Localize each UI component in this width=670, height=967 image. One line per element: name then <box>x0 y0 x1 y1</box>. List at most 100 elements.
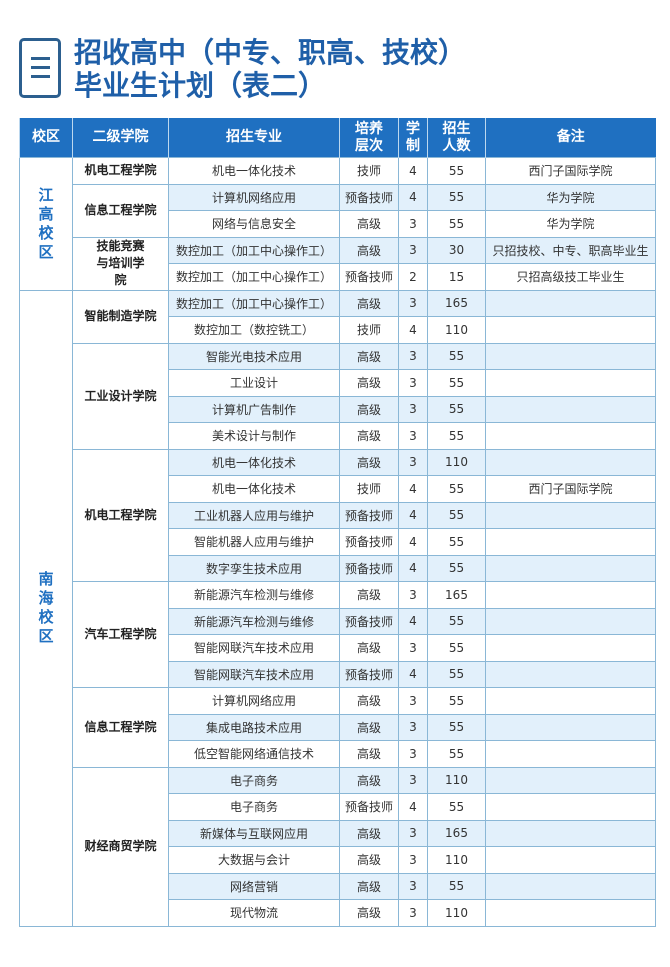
major-cell: 新能源汽车检测与维修 <box>168 581 340 609</box>
level-cell: 高级 <box>339 342 399 370</box>
level-cell: 预备技师 <box>339 660 399 688</box>
table-row: 新能源汽车检测与维修 预备技师 4 55 <box>20 607 656 635</box>
level-cell: 预备技师 <box>339 793 399 821</box>
level-cell: 高级 <box>339 634 399 662</box>
quota-cell: 55 <box>427 872 486 900</box>
table-row: 江高校区 机电工程学院 机电一体化技术 技师 4 55 西门子国际学院 <box>19 157 656 291</box>
quota-cell: 55 <box>427 687 486 715</box>
quota-cell: 55 <box>427 554 486 582</box>
note-cell <box>485 369 656 397</box>
duration-cell: 3 <box>398 819 428 847</box>
duration-cell: 2 <box>398 263 428 291</box>
major-cell: 数控加工（加工中心操作工） <box>168 263 340 291</box>
note-cell: 华为学院 <box>485 210 656 238</box>
note-cell <box>485 342 656 370</box>
note-cell: 西门子国际学院 <box>485 157 656 185</box>
note-cell <box>485 316 656 344</box>
note-cell <box>485 501 656 529</box>
major-cell: 数控加工（加工中心操作工） <box>168 289 340 317</box>
note-cell <box>485 872 656 900</box>
table-row: 网络营销 高级 3 55 <box>20 872 656 900</box>
college-cell: 财经商贸学院 <box>72 766 169 927</box>
table-row: 智能机器人应用与维护 预备技师 4 55 <box>20 528 656 556</box>
duration-cell: 3 <box>398 740 428 768</box>
title-line-1: 招收高中（中专、职高、技校） <box>74 36 467 69</box>
table-row: 现代物流 高级 3 110 <box>20 899 656 927</box>
note-cell <box>485 766 656 794</box>
duration-cell: 3 <box>398 236 428 264</box>
level-cell: 高级 <box>339 448 399 476</box>
level-cell: 高级 <box>339 687 399 715</box>
duration-cell: 3 <box>398 210 428 238</box>
level-cell: 高级 <box>339 395 399 423</box>
college-cell: 信息工程学院 <box>72 183 169 238</box>
major-cell: 机电一体化技术 <box>168 157 340 185</box>
level-cell: 预备技师 <box>339 607 399 635</box>
duration-cell: 4 <box>398 554 428 582</box>
duration-cell: 4 <box>398 528 428 556</box>
note-cell <box>485 793 656 821</box>
column-header: 培养层次 <box>339 118 399 158</box>
major-cell: 智能网联汽车技术应用 <box>168 634 340 662</box>
quota-cell: 55 <box>427 157 486 185</box>
note-cell <box>485 740 656 768</box>
duration-cell: 3 <box>398 899 428 927</box>
quota-cell: 55 <box>427 713 486 741</box>
table-row: 工业设计学院 智能光电技术应用 高级 3 55 <box>20 342 656 450</box>
quota-cell: 110 <box>427 766 486 794</box>
quota-cell: 55 <box>427 740 486 768</box>
duration-cell: 3 <box>398 448 428 476</box>
note-cell <box>485 395 656 423</box>
duration-cell: 3 <box>398 395 428 423</box>
note-cell <box>485 422 656 450</box>
college-cell: 机电工程学院 <box>72 448 169 582</box>
quota-cell: 55 <box>427 501 486 529</box>
quota-cell: 165 <box>427 581 486 609</box>
level-cell: 高级 <box>339 713 399 741</box>
quota-cell: 55 <box>427 475 486 503</box>
college-cell: 机电工程学院 <box>72 157 169 185</box>
quota-cell: 55 <box>427 660 486 688</box>
major-cell: 大数据与会计 <box>168 846 340 874</box>
duration-cell: 3 <box>398 634 428 662</box>
major-cell: 集成电路技术应用 <box>168 713 340 741</box>
note-cell: 华为学院 <box>485 183 656 211</box>
page-title: 招收高中（中专、职高、技校） 毕业生计划（表二） <box>74 36 466 102</box>
enrollment-plan-table: 校区 二级学院 招生专业 培养层次 学制 招生人数 备注 江高校区 机电工程学院 机电一体化技术… <box>19 118 656 927</box>
level-cell: 预备技师 <box>339 554 399 582</box>
table-row: 信息工程学院 计算机网络应用 高级 3 55 <box>20 687 656 768</box>
level-cell: 高级 <box>339 369 399 397</box>
duration-cell: 4 <box>398 157 428 185</box>
note-cell <box>485 899 656 927</box>
college-cell: 汽车工程学院 <box>72 581 169 688</box>
note-cell <box>485 713 656 741</box>
quota-cell: 15 <box>427 263 486 291</box>
note-cell <box>485 819 656 847</box>
college-cell: 信息工程学院 <box>72 687 169 768</box>
quota-cell: 30 <box>427 236 486 264</box>
quota-cell: 165 <box>427 289 486 317</box>
table-row: 数控加工（数控铣工） 技师 4 110 <box>20 316 656 344</box>
duration-cell: 4 <box>398 607 428 635</box>
note-cell <box>485 660 656 688</box>
quota-cell: 55 <box>427 369 486 397</box>
duration-cell: 3 <box>398 342 428 370</box>
quota-cell: 55 <box>427 634 486 662</box>
table-row: 工业机器人应用与维护 预备技师 4 55 <box>20 501 656 529</box>
table-row: 集成电路技术应用 高级 3 55 <box>20 713 656 741</box>
duration-cell: 4 <box>398 660 428 688</box>
level-cell: 预备技师 <box>339 528 399 556</box>
major-cell: 网络与信息安全 <box>168 210 340 238</box>
major-cell: 智能网联汽车技术应用 <box>168 660 340 688</box>
note-cell <box>485 289 656 317</box>
duration-cell: 3 <box>398 289 428 317</box>
table-row: 智能网联汽车技术应用 预备技师 4 55 <box>20 660 656 688</box>
duration-cell: 3 <box>398 872 428 900</box>
table-row: 信息工程学院 计算机网络应用 预备技师 4 55 华为学院 <box>20 183 656 238</box>
note-cell <box>485 846 656 874</box>
level-cell: 技师 <box>339 157 399 185</box>
college-cell: 智能制造学院 <box>72 289 169 344</box>
campus-cell: 江高校区 <box>19 157 73 291</box>
level-cell: 预备技师 <box>339 263 399 291</box>
note-cell: 只招高级技工毕业生 <box>485 263 656 291</box>
